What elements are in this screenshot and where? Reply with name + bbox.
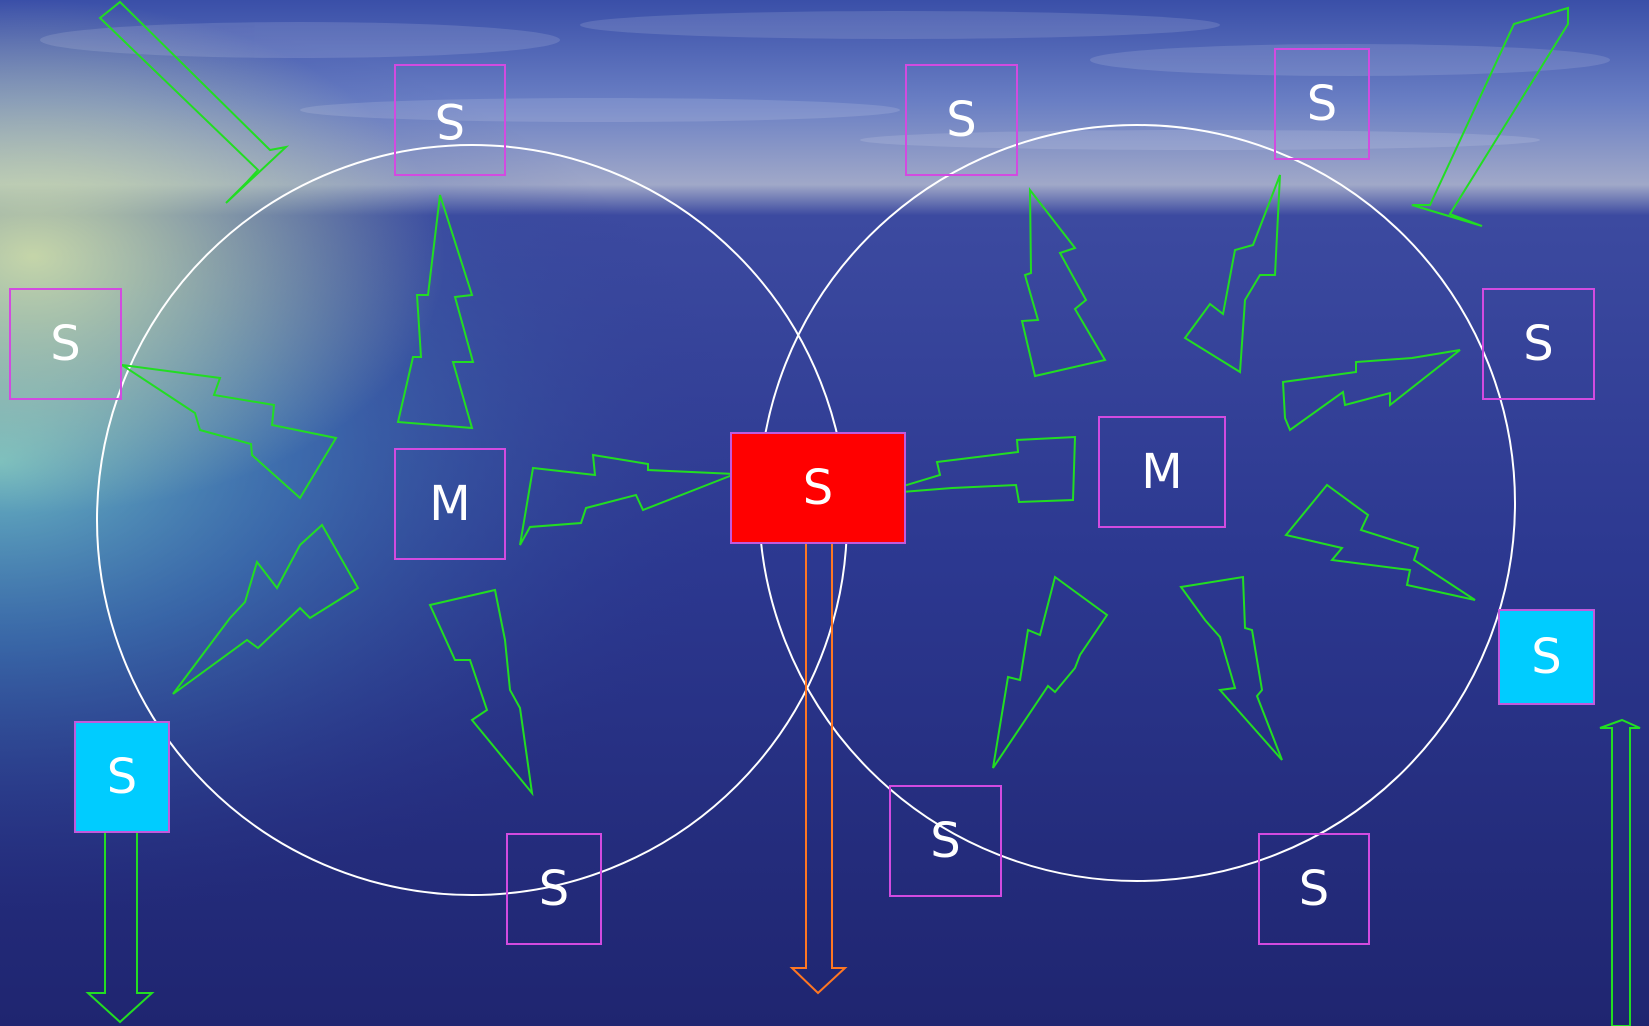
node-label: S bbox=[1306, 76, 1338, 132]
bolt-right-lower bbox=[1284, 483, 1476, 601]
node-master-right[interactable]: M bbox=[1098, 416, 1226, 528]
bolt-right-top-2 bbox=[1183, 174, 1281, 374]
outflow-arrow-left bbox=[85, 831, 155, 1024]
node-bottom-right-b[interactable]: S bbox=[1258, 833, 1370, 945]
bolt-left-vertical bbox=[396, 194, 475, 430]
bolt-left-lower bbox=[172, 523, 360, 695]
node-label: S bbox=[538, 861, 570, 917]
node-label: S bbox=[1531, 629, 1562, 685]
node-label: S bbox=[434, 92, 466, 148]
upflow-arrow-right bbox=[1599, 718, 1641, 1026]
bolt-left-horizontal bbox=[121, 364, 338, 500]
node-master-left[interactable]: M bbox=[394, 448, 506, 560]
node-label: S bbox=[802, 460, 834, 516]
node-top-left[interactable]: S bbox=[394, 64, 506, 176]
node-right-lower-highlighted[interactable]: S bbox=[1498, 609, 1595, 705]
incoming-arrow-top-left bbox=[98, 0, 290, 204]
node-top-right-b[interactable]: S bbox=[1274, 48, 1370, 160]
incoming-arrow-top-right bbox=[1411, 6, 1569, 227]
node-label: S bbox=[1298, 861, 1330, 917]
node-label: M bbox=[1141, 444, 1183, 500]
node-top-right-a[interactable]: S bbox=[905, 64, 1018, 176]
node-label: M bbox=[429, 476, 471, 532]
node-bottom-left-highlighted[interactable]: S bbox=[74, 721, 170, 833]
outflow-arrow-center bbox=[789, 542, 848, 995]
node-left[interactable]: S bbox=[9, 288, 122, 400]
node-right-upper[interactable]: S bbox=[1482, 288, 1595, 400]
node-label: S bbox=[946, 92, 977, 148]
bolt-right-upper bbox=[1281, 349, 1461, 432]
bolt-right-bottom-1 bbox=[992, 575, 1109, 769]
node-label: S bbox=[50, 316, 81, 372]
node-label: S bbox=[930, 813, 961, 869]
bolt-center-right bbox=[876, 435, 1077, 504]
bolt-to-center-left bbox=[519, 453, 736, 546]
bolt-right-top-1 bbox=[1020, 187, 1107, 378]
node-bottom-left-center[interactable]: S bbox=[506, 833, 602, 945]
bolt-right-bottom-2 bbox=[1179, 575, 1283, 761]
node-center-shared[interactable]: S bbox=[730, 432, 906, 544]
node-label: S bbox=[106, 749, 138, 805]
node-bottom-right-a[interactable]: S bbox=[889, 785, 1002, 897]
node-label: S bbox=[1523, 316, 1554, 372]
bolt-left-bottom bbox=[428, 588, 534, 797]
